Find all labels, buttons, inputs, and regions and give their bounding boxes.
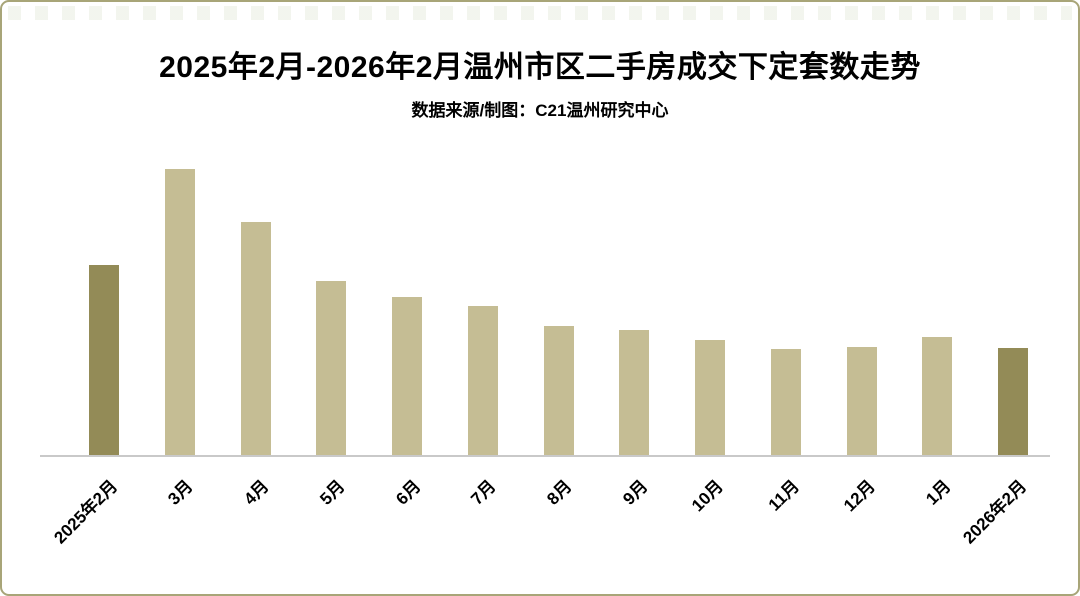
bar bbox=[998, 348, 1028, 456]
bar bbox=[164, 169, 195, 456]
bar bbox=[89, 265, 119, 456]
x-axis-label: 3月 bbox=[164, 476, 197, 509]
x-axis-label: 10月 bbox=[688, 476, 727, 516]
bar bbox=[240, 222, 271, 456]
bar bbox=[922, 337, 953, 456]
bar bbox=[392, 297, 422, 456]
bar bbox=[467, 306, 498, 456]
x-axis-label: 6月 bbox=[391, 476, 424, 509]
x-axis-label: 4月 bbox=[240, 476, 273, 509]
x-axis-label: 9月 bbox=[619, 476, 652, 509]
bar bbox=[695, 340, 725, 456]
chart-subtitle: 数据来源/制图：C21温州研究中心 bbox=[411, 101, 669, 120]
x-axis-label: 11月 bbox=[764, 476, 803, 515]
x-axis-label: 7月 bbox=[467, 476, 500, 509]
top-edge-artifact-strip bbox=[8, 6, 1072, 20]
bar bbox=[770, 349, 801, 456]
bar bbox=[543, 326, 574, 456]
bar bbox=[619, 330, 650, 456]
x-axis-label: 2025年2月 bbox=[50, 476, 121, 548]
chart-header: 2025年2月-2026年2月温州市区二手房成交下定套数走势 数据来源/制图：C… bbox=[2, 42, 1078, 121]
x-axis-label: 8月 bbox=[543, 476, 576, 509]
x-axis-label: 5月 bbox=[316, 476, 349, 509]
x-axis-label: 12月 bbox=[839, 476, 879, 516]
x-axis-label: 1月 bbox=[922, 476, 955, 509]
bar bbox=[316, 281, 347, 456]
x-axis-label: 2026年2月 bbox=[959, 476, 1030, 548]
chart-title: 2025年2月-2026年2月温州市区二手房成交下定套数走势 bbox=[159, 51, 921, 84]
x-axis-line bbox=[40, 455, 1050, 457]
bar bbox=[846, 347, 877, 456]
